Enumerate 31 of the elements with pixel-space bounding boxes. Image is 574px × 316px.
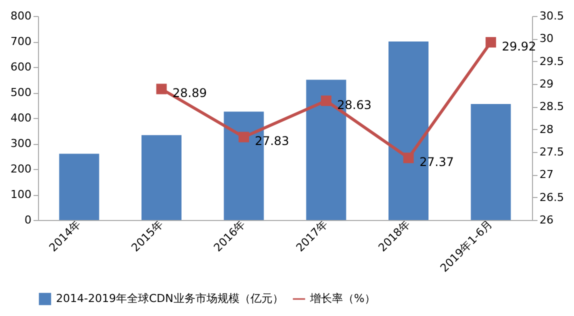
- point: [403, 152, 414, 164]
- bar: [470, 104, 511, 220]
- y-tick-label: 700: [10, 35, 32, 48]
- y2-tick-label: 29: [540, 78, 554, 90]
- y2-tick-label: 28: [540, 122, 554, 136]
- y-tick-label: 400: [10, 112, 32, 124]
- y2-tick-label: 26: [540, 214, 554, 226]
- y-tick-label: 0: [24, 214, 32, 226]
- y2-tick-label: 27.5: [540, 146, 564, 158]
- y2-tick-label: 29.5: [540, 54, 564, 68]
- y2-tick-label: 28.5: [540, 100, 564, 114]
- y-tick-label: 300: [10, 137, 32, 150]
- point: [320, 96, 332, 106]
- data-label: 29.92: [502, 39, 536, 54]
- data-label: 28.89: [172, 86, 207, 100]
- y-tick-label: 800: [10, 10, 32, 22]
- bar: [142, 135, 182, 220]
- y2-tick-label: 27: [540, 168, 554, 182]
- y-tick-label: 500: [10, 86, 32, 99]
- legend-label: 2014-2019年全球CDN业务市场规模（亿元）: [56, 292, 284, 305]
- y-tick-label: 600: [10, 60, 32, 74]
- point: [238, 132, 250, 142]
- y-tick-label: 100: [10, 188, 32, 201]
- point: [156, 84, 167, 94]
- y2-tick-label: 26.5: [540, 190, 564, 204]
- y2-tick-label: 30: [540, 32, 554, 46]
- y2-tick-label: 30.5: [540, 10, 564, 22]
- legend-label: 增长率（%）: [309, 292, 376, 305]
- point: [486, 37, 496, 48]
- y-tick-label: 200: [10, 162, 32, 176]
- bar: [59, 154, 100, 220]
